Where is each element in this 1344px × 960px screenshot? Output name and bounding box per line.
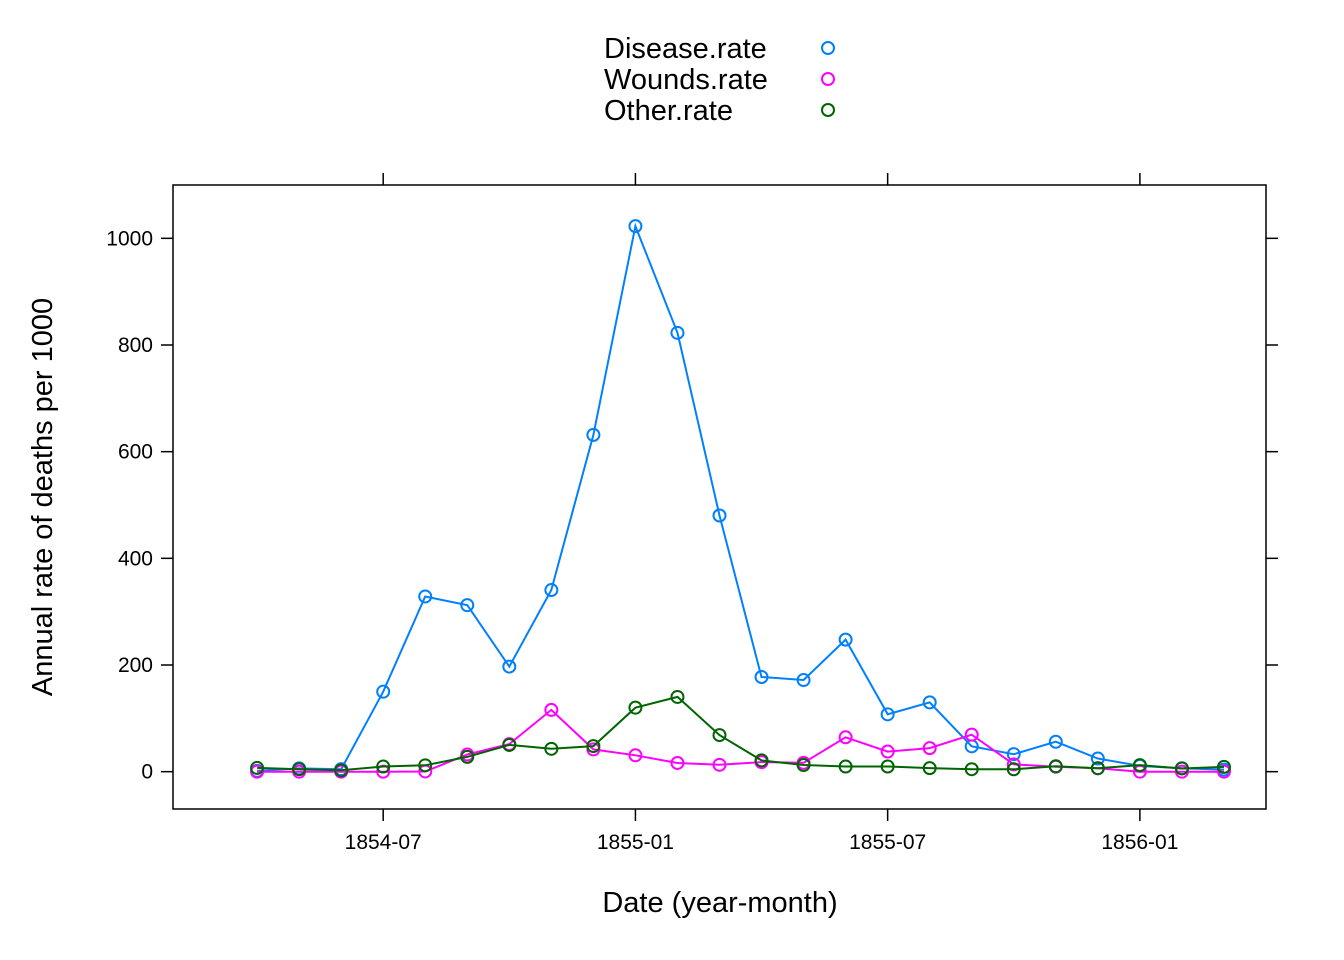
series-line — [257, 695, 1225, 772]
data-point — [712, 728, 727, 743]
data-point — [838, 730, 853, 745]
data-point — [544, 741, 559, 756]
data-point — [1006, 747, 1021, 762]
data-point — [586, 427, 601, 442]
data-point — [754, 753, 769, 768]
data-point — [754, 670, 769, 684]
data-point — [628, 219, 643, 234]
series-line — [257, 708, 1224, 773]
plot-frame — [172, 184, 1267, 810]
series-Disease.rate — [250, 219, 1231, 778]
x-tick-label: 1854-07 — [345, 831, 422, 854]
data-point — [880, 707, 895, 722]
y-tick-label: 400 — [118, 547, 153, 570]
data-point — [964, 727, 979, 742]
data-point — [670, 689, 685, 704]
legend-marker — [821, 103, 835, 117]
data-point — [922, 695, 937, 710]
data-point — [418, 589, 433, 604]
data-point — [922, 761, 937, 776]
legend-marker — [821, 72, 835, 86]
data-point — [1174, 761, 1189, 776]
data-point — [250, 760, 265, 775]
data-point — [544, 702, 559, 717]
data-point — [712, 757, 727, 772]
y-tick-label: 800 — [118, 334, 153, 357]
x-tick-label: 1855-01 — [597, 831, 674, 854]
y-tick-label: 1000 — [106, 227, 153, 250]
data-point — [502, 659, 517, 674]
data-point — [250, 764, 265, 779]
data-point — [628, 700, 643, 715]
data-point — [586, 739, 601, 754]
data-point — [1216, 764, 1231, 779]
data-point — [670, 325, 685, 340]
data-point — [376, 759, 391, 774]
y-axis-title: Annual rate of deaths per 1000 — [27, 298, 59, 696]
data-point — [502, 737, 517, 752]
data-point — [418, 758, 433, 773]
y-tick-label: 0 — [141, 761, 153, 784]
y-tick-label: 600 — [118, 441, 153, 464]
data-point — [1006, 762, 1021, 777]
legend-label: Disease.rate — [604, 33, 767, 65]
data-point — [376, 684, 391, 699]
data-point — [670, 755, 685, 770]
data-point — [880, 744, 895, 759]
data-point — [334, 763, 349, 778]
data-point — [964, 762, 979, 777]
data-point — [460, 749, 475, 764]
data-point — [460, 598, 475, 613]
data-point — [796, 758, 811, 772]
data-point — [880, 759, 895, 774]
legend-marker — [821, 41, 835, 55]
data-point — [796, 673, 811, 688]
legend-label: Wounds.rate — [604, 64, 768, 96]
data-point — [838, 759, 853, 774]
data-point — [1048, 734, 1063, 749]
data-point — [544, 583, 559, 598]
axes: 1854-07 1855-01 1855-07 1856-01 0 200 400 600 80… — [106, 173, 1278, 854]
data-point — [1090, 751, 1105, 766]
data-point — [628, 748, 643, 763]
legend-label: Other.rate — [604, 95, 733, 127]
data-point — [1006, 757, 1021, 772]
data-point — [1090, 761, 1105, 776]
x-axis-title: Date (year-month) — [602, 887, 837, 919]
data-point — [922, 741, 937, 756]
data-point — [838, 632, 853, 647]
x-tick-label: 1855-07 — [849, 831, 926, 854]
series-line — [257, 222, 1225, 772]
data-point — [1132, 758, 1147, 773]
data-point — [292, 762, 307, 777]
data-point — [712, 508, 727, 523]
data-point — [1216, 759, 1231, 774]
data-point — [1048, 759, 1063, 774]
series-Other.rate — [250, 689, 1231, 778]
x-tick-label: 1856-01 — [1101, 831, 1178, 854]
y-tick-label: 200 — [118, 654, 153, 677]
series-layer — [250, 219, 1231, 779]
